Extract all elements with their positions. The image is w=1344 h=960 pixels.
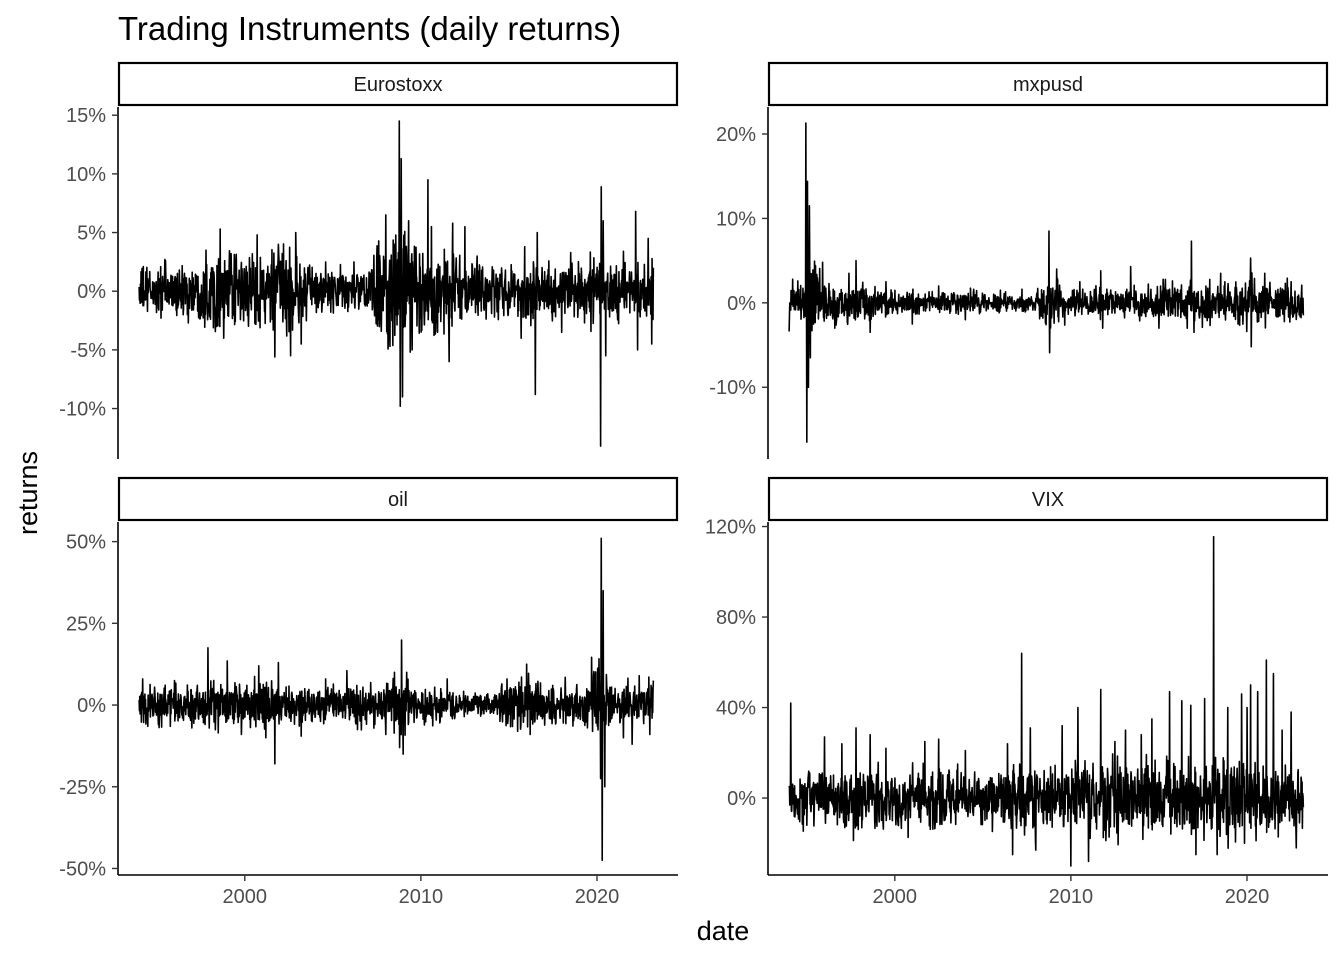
y-tick-label: -50% bbox=[59, 858, 106, 880]
x-tick-label: 2000 bbox=[223, 886, 268, 908]
y-tick-label: 0% bbox=[77, 695, 106, 717]
x-tick-label: 2010 bbox=[399, 886, 444, 908]
y-tick-label: -10% bbox=[59, 399, 106, 421]
series-line-vix bbox=[788, 535, 1305, 867]
series-line-oil bbox=[138, 537, 655, 862]
series-line-mxpusd bbox=[788, 122, 1305, 443]
y-tick-label: -10% bbox=[709, 377, 756, 399]
y-axis-title: returns bbox=[13, 451, 43, 535]
y-tick-label: 0% bbox=[727, 293, 756, 315]
panel-mxpusd: mxpusd -10% 0% 10% 20% bbox=[709, 61, 1329, 459]
y-tick-label: -25% bbox=[59, 777, 106, 799]
chart-title: Trading Instruments (daily returns) bbox=[118, 10, 621, 47]
y-tick-label: 10% bbox=[716, 208, 756, 230]
strip-vix bbox=[767, 476, 1329, 522]
y-tick-label: 40% bbox=[716, 698, 756, 720]
y-tick-label: 0% bbox=[77, 281, 106, 303]
facet-panels: Eurostoxx -10% -5% 0% 5% 10% 15% mxpusd -10% 0% 10… bbox=[59, 61, 1329, 908]
x-tick-label: 2020 bbox=[575, 886, 620, 908]
strip-label: Eurostoxx bbox=[354, 74, 443, 96]
y-tick-label: 10% bbox=[66, 164, 106, 186]
y-tick-label: 15% bbox=[66, 105, 106, 127]
panel-oil: oil -50% -25% 0% 25% 50% 2000 2010 2020 bbox=[59, 476, 679, 908]
x-tick-label: 2000 bbox=[873, 886, 918, 908]
strip-label: VIX bbox=[1032, 489, 1064, 511]
x-tick-label: 2010 bbox=[1049, 886, 1094, 908]
series-line-eurostoxx bbox=[138, 120, 655, 447]
y-tick-label: 25% bbox=[66, 613, 106, 635]
x-axis-title: date bbox=[697, 916, 750, 946]
panel-eurostoxx: Eurostoxx -10% -5% 0% 5% 10% 15% bbox=[59, 61, 679, 459]
strip-eurostoxx bbox=[117, 61, 679, 107]
strip-label: oil bbox=[388, 489, 408, 511]
strip-oil bbox=[117, 476, 679, 522]
y-tick-label: 80% bbox=[716, 607, 756, 629]
y-tick-label: 0% bbox=[727, 788, 756, 810]
y-tick-label: 50% bbox=[66, 532, 106, 554]
y-tick-label: 120% bbox=[705, 517, 756, 539]
y-tick-label: -5% bbox=[70, 340, 106, 362]
y-tick-label: 5% bbox=[77, 223, 106, 245]
panel-vix: VIX 0% 40% 80% 120% 2000 2010 2020 bbox=[705, 476, 1329, 908]
strip-mxpusd bbox=[767, 61, 1329, 107]
y-tick-label: 20% bbox=[716, 124, 756, 146]
strip-label: mxpusd bbox=[1013, 74, 1083, 96]
x-tick-label: 2020 bbox=[1225, 886, 1270, 908]
